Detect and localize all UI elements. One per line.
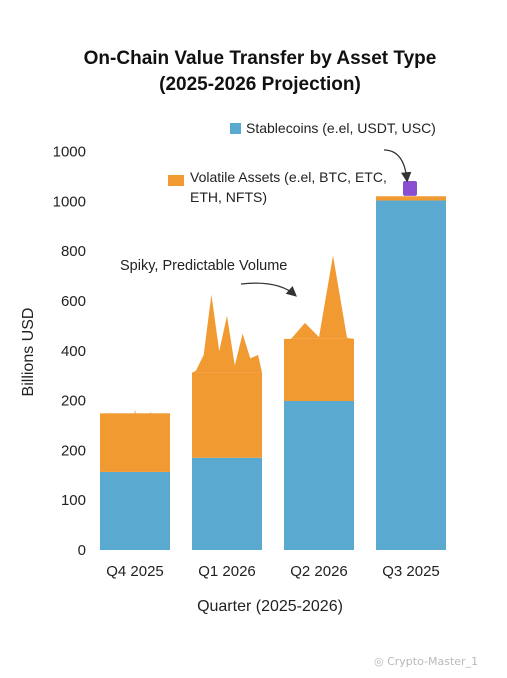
bar-volatile-3 <box>284 338 354 401</box>
y-axis-label: Billions USD <box>20 308 37 397</box>
y-tick-label-2: 100 <box>61 492 86 509</box>
legend-swatch-stablecoins <box>230 123 241 134</box>
x-axis-label: Quarter (2025-2026) <box>197 598 343 615</box>
y-tick-label-4: 200 <box>61 393 86 410</box>
bar-stablecoins-3 <box>284 400 354 550</box>
chart-subtitle: (2025-2026 Projection) <box>159 74 361 95</box>
y-tick-labels: 0 100 200 200 400 600 800 1000 1000 <box>53 144 86 559</box>
bar-volatile-2 <box>192 372 262 458</box>
volatile-spikes-2 <box>192 294 262 373</box>
y-tick-label-9: 1000 <box>53 144 86 161</box>
chart-title: On-Chain Value Transfer by Asset Type <box>84 48 437 69</box>
legend-volatile-line-2: ETH, NFTS) <box>190 189 267 205</box>
legend-label-volatile: Volatile Assets (e.el, BTC, ETC, ETH, NF… <box>190 169 391 205</box>
volatile-band-1 <box>100 458 170 465</box>
volatile-spikes-3 <box>284 255 354 339</box>
legend-label-stablecoins: Stablecoins (e.el, USDT, USC) <box>246 120 436 136</box>
y-tick-label-1: 0 <box>78 542 86 559</box>
x-tick-label-2: Q1 2026 <box>198 563 256 580</box>
legend-volatile-line-1: Volatile Assets (e.el, BTC, ETC, <box>190 169 387 185</box>
y-tick-label-6: 600 <box>61 293 86 310</box>
q3-marker <box>403 181 417 196</box>
x-tick-label-3: Q2 2026 <box>290 563 348 580</box>
y-tick-label-3: 200 <box>61 442 86 459</box>
bar-stablecoins-1 <box>100 471 170 550</box>
annotation-arrow <box>240 282 297 297</box>
volatile-spikes-1 <box>100 409 170 462</box>
annotation-spiky-volume: Spiky, Predictable Volume <box>120 258 287 274</box>
watermark: ◎ Crypto-Master_1 <box>374 655 478 668</box>
y-tick-label-7: 800 <box>61 243 86 260</box>
y-tick-label-8: 1000 <box>53 193 86 210</box>
x-tick-labels: Q4 2025 Q1 2026 Q2 2026 Q3 2025 <box>106 563 440 580</box>
stablecoins-arrow <box>383 149 412 183</box>
bars-group <box>100 181 446 550</box>
bar-volatile-4 <box>376 196 446 201</box>
bar-stablecoins-2 <box>192 457 262 550</box>
legend-swatch-volatile <box>168 175 184 186</box>
x-tick-label-4: Q3 2025 <box>382 563 440 580</box>
bar-stablecoins-4 <box>376 200 446 550</box>
x-tick-label-1: Q4 2025 <box>106 563 164 580</box>
y-tick-label-5: 400 <box>61 343 86 360</box>
